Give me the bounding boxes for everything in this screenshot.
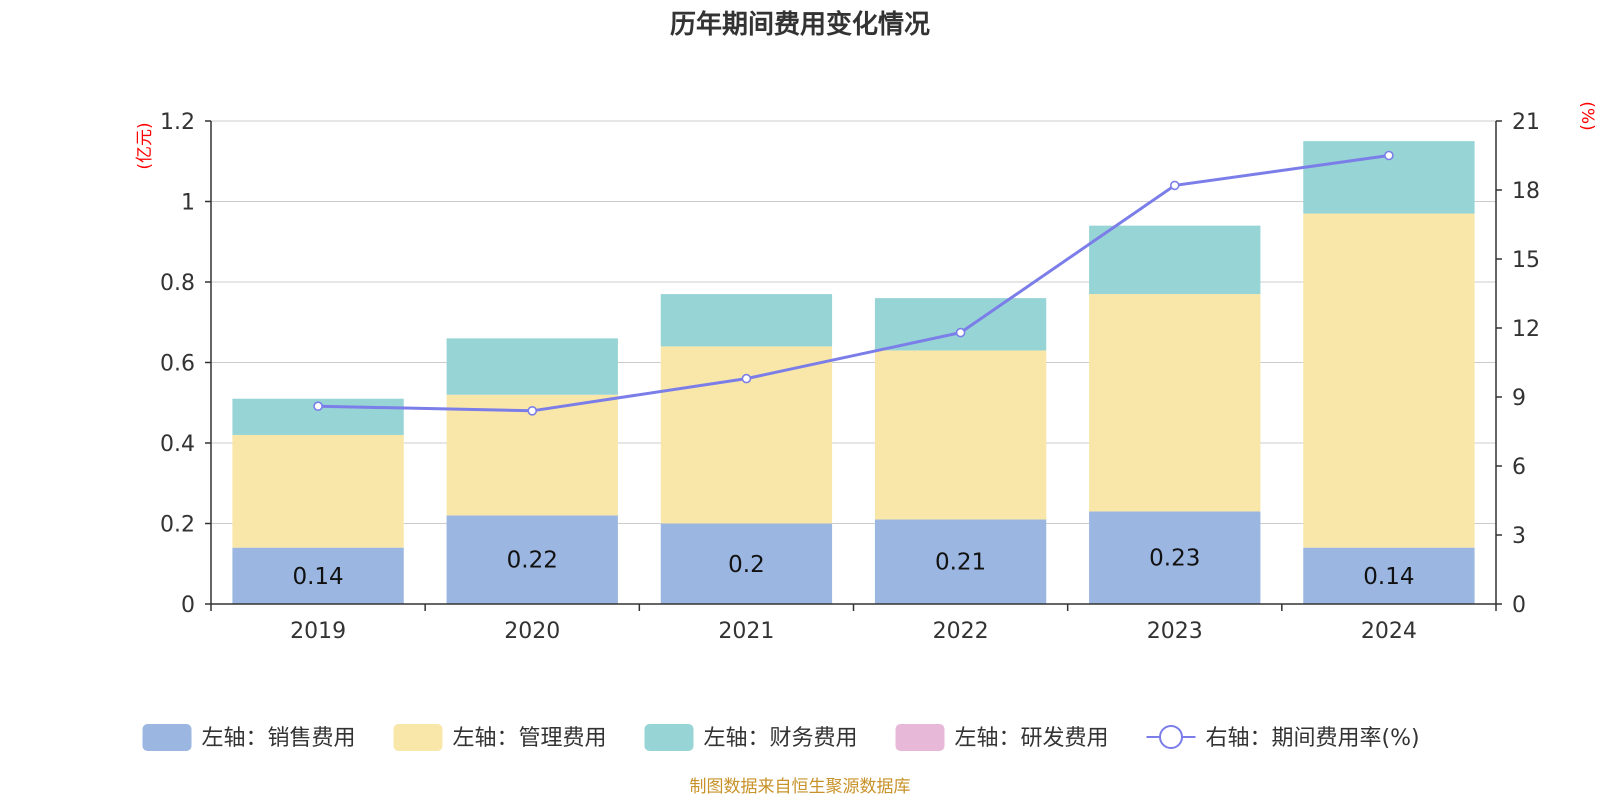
gridlines	[211, 120, 1496, 524]
x-tick-label: 2019	[290, 619, 346, 644]
bar-segment	[660, 294, 833, 347]
y-right-tick-label: 12	[1512, 317, 1540, 342]
source-note: 制图数据来自恒生聚源数据库	[690, 777, 911, 797]
legend-label: 左轴：管理费用	[453, 726, 607, 751]
bar-label: 0.2	[728, 552, 765, 578]
bar-segment	[874, 298, 1047, 351]
x-tick-label: 2022	[933, 619, 989, 644]
y-right-tick-label: 18	[1512, 179, 1540, 204]
legend-label: 左轴：销售费用	[202, 726, 356, 751]
legend-item[interactable]: 左轴：管理费用	[393, 724, 607, 751]
bar-segment	[232, 434, 404, 548]
x-tick-label: 2024	[1361, 619, 1417, 644]
legend-label: 右轴：期间费用率(%)	[1206, 726, 1420, 751]
y-left-tick-label: 0	[181, 593, 195, 618]
rate-point	[1169, 180, 1180, 191]
rate-line	[313, 150, 1394, 416]
bar-label: 0.14	[1363, 564, 1414, 590]
y-right-tick-label: 15	[1512, 248, 1540, 273]
legend-marker	[1159, 725, 1183, 749]
bar-label: 0.14	[292, 564, 343, 590]
y-right-tick-label: 6	[1512, 455, 1526, 480]
y-left-tick-label: 0.8	[160, 271, 195, 296]
legend[interactable]: 左轴：销售费用 左轴：管理费用 左轴：财务费用 左轴：研发费用 右轴：期间费用率(%)	[142, 724, 1420, 751]
y-left-unit: (亿元)	[135, 122, 155, 169]
bar-label: 0.22	[507, 548, 558, 574]
rate-point	[955, 327, 966, 338]
legend-label: 左轴：财务费用	[704, 726, 858, 751]
legend-item[interactable]: 左轴：财务费用	[644, 724, 858, 751]
rate-line-path	[318, 154, 1390, 413]
bars	[232, 141, 1475, 604]
legend-swatch	[644, 724, 694, 751]
legend-item[interactable]: 左轴：销售费用	[142, 724, 356, 751]
y-right-tick-label: 0	[1512, 593, 1526, 618]
bar-segment	[874, 519, 1047, 604]
bar-segment	[446, 338, 618, 395]
bar-segment	[660, 523, 833, 604]
y-left-tick-label: 1.2	[160, 110, 195, 135]
bar-label: 0.21	[935, 550, 986, 576]
legend-label: 左轴：研发费用	[955, 726, 1109, 751]
axes: 0 0.2 0.4 0.6 0.8 1 1.2 0 3 6 9 12 15 18 21 2019 2020 202…	[160, 110, 1540, 644]
y-left-tick-label: 0.2	[160, 513, 195, 538]
chart-title: 历年期间费用变化情况	[670, 9, 930, 40]
x-tick-label: 2020	[504, 619, 560, 644]
bar-segment	[874, 350, 1047, 520]
legend-swatch	[142, 724, 192, 751]
bar-segment	[1089, 294, 1261, 512]
y-left-tick-label: 0.4	[160, 432, 195, 457]
y-left-tick-label: 0.6	[160, 352, 195, 377]
rate-point	[313, 401, 323, 412]
legend-swatch	[895, 724, 945, 751]
rate-point	[1384, 150, 1394, 161]
bar-segment	[1303, 547, 1475, 604]
bar-labels: 0.14 0.22 0.2 0.21 0.23 0.14	[292, 546, 1414, 590]
y-right-tick-label: 21	[1512, 110, 1540, 135]
legend-item[interactable]: 右轴：期间费用率(%)	[1146, 725, 1420, 751]
legend-swatch	[393, 724, 443, 751]
x-tick-label: 2021	[718, 619, 774, 644]
bar-segment	[446, 515, 618, 604]
y-right-unit: (%)	[1577, 101, 1597, 130]
y-right-tick-label: 9	[1512, 386, 1526, 411]
x-tick-label: 2023	[1147, 619, 1203, 644]
bar-segment	[1303, 213, 1475, 548]
bar-segment	[660, 346, 833, 524]
bar-segment	[1089, 225, 1261, 295]
bar-segment	[1089, 511, 1261, 604]
bar-label: 0.23	[1149, 546, 1200, 572]
legend-item[interactable]: 左轴：研发费用	[895, 724, 1109, 751]
y-left-tick-label: 1	[181, 191, 195, 216]
y-right-tick-label: 3	[1512, 524, 1526, 549]
rate-point	[741, 373, 752, 384]
rate-point	[527, 405, 538, 416]
bar-segment	[232, 547, 404, 604]
